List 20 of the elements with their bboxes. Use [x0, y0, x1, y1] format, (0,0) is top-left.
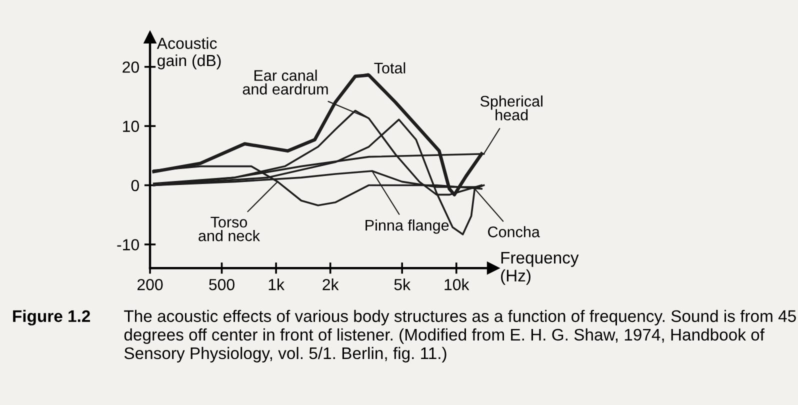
y-axis-title: Acoustic gain (dB) [156, 37, 221, 70]
text: The acoustic effects of various body structures as a function of frequency. Sound is from 45 degrees off center in front of listener. (Modified from E. H. G. Shaw, 1974, Handbook of Sensory Physiology, vol. 5/1. Berlin, fig. 11.) [124, 310, 796, 362]
x-axis-title: Frequency (Hz) [501, 252, 579, 285]
x-tick-label: 500 [209, 278, 234, 290]
y-tick-label: 20 [122, 61, 139, 73]
text: Pinna flange [366, 219, 449, 234]
y-tick-label: 0 [131, 180, 139, 192]
text: Ear canal and eardrum [242, 70, 328, 95]
caption: Figure 1.2 [13, 310, 90, 326]
x-tick-label: 1k [268, 278, 285, 290]
text: Spherical head [480, 95, 542, 120]
x-tick-label: 5k [394, 278, 411, 290]
y-tick-label: -10 [117, 239, 139, 250]
x-tick-label: 200 [138, 278, 163, 290]
series-label: Total [374, 62, 406, 74]
legend-label: Torso and neck [198, 216, 260, 242]
legend-label: Concha [488, 226, 540, 238]
x-tick-label: 10k [444, 278, 470, 290]
y-tick-label: 10 [123, 120, 139, 132]
x-tick-label: 2k [322, 278, 339, 290]
